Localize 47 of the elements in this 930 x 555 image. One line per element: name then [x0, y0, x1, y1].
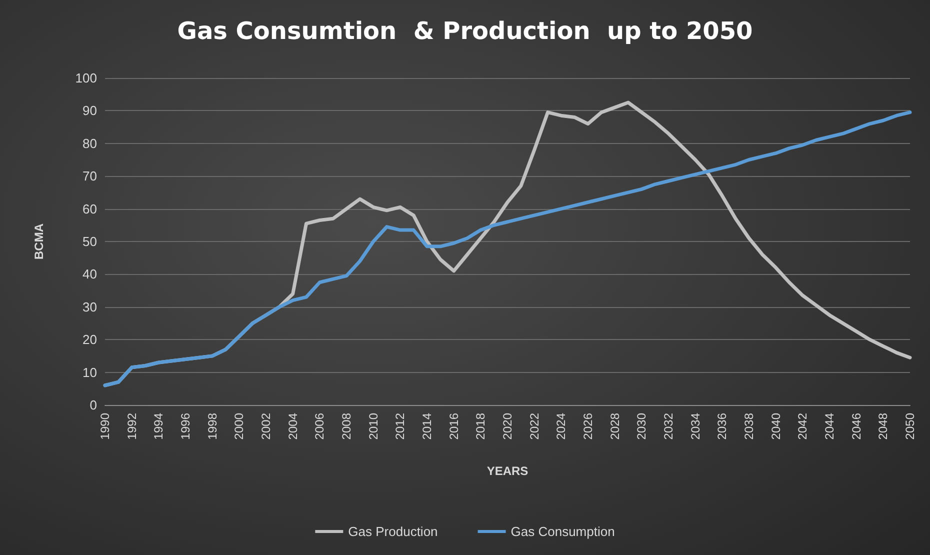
x-tick-label: 2040 [768, 412, 783, 440]
y-tick-label: 90 [82, 103, 97, 118]
x-tick-label: 2016 [446, 412, 461, 440]
x-tick-label: 2004 [286, 412, 300, 440]
legend-label: Gas Consumption [510, 524, 615, 539]
x-tick-label: 2010 [366, 412, 380, 440]
x-tick-label: 2000 [232, 412, 246, 440]
x-tick-label: 2014 [420, 412, 434, 440]
x-tick-label: 2026 [581, 412, 595, 440]
x-tick-label: 2038 [742, 412, 756, 440]
x-tick-label: 2024 [554, 412, 568, 440]
legend-label: Gas Production [348, 524, 438, 539]
y-axis-title: BCMA [32, 223, 46, 260]
y-tick-label: 10 [82, 364, 97, 380]
x-tick-label: 2006 [312, 412, 327, 440]
x-tick-label: 2050 [903, 412, 917, 440]
x-tick-label: 1994 [152, 412, 166, 440]
x-tick-label: 2008 [340, 412, 354, 440]
x-tick-label: 2036 [715, 412, 730, 440]
x-tick-label: 2022 [527, 412, 542, 440]
y-tick-label: 60 [82, 201, 97, 216]
y-tick-label: 20 [82, 332, 97, 348]
y-tick-label: 80 [82, 136, 97, 151]
y-tick-label: 0 [90, 398, 97, 412]
y-tick-label: 30 [82, 299, 97, 314]
y-tick-label: 40 [82, 266, 97, 282]
x-tick-label: 2020 [500, 412, 514, 440]
x-tick-label: 2030 [634, 412, 649, 440]
x-tick-label: 2044 [822, 412, 836, 440]
x-tick-label: 2046 [849, 412, 864, 440]
x-tick-label: 2018 [474, 412, 488, 440]
x-tick-label: 2034 [688, 412, 702, 440]
y-tick-label: 70 [82, 168, 97, 184]
y-tick-label: 50 [82, 234, 97, 249]
x-tick-label: 1992 [124, 412, 139, 440]
chart-title: Gas Consumtion & Production up to 2050 [177, 17, 753, 45]
x-tick-label: 2032 [662, 412, 676, 440]
x-tick-label: 1996 [178, 412, 192, 440]
x-tick-label: 1998 [205, 412, 220, 440]
x-tick-label: 2002 [259, 412, 273, 440]
x-tick-label: 1990 [98, 412, 112, 440]
y-tick-label: 100 [75, 70, 97, 86]
x-tick-label: 2028 [608, 412, 622, 440]
x-axis-title: YEARS [486, 464, 528, 478]
x-tick-label: 2048 [876, 412, 890, 440]
x-tick-label: 2012 [393, 412, 408, 440]
x-tick-label: 2042 [796, 412, 810, 440]
